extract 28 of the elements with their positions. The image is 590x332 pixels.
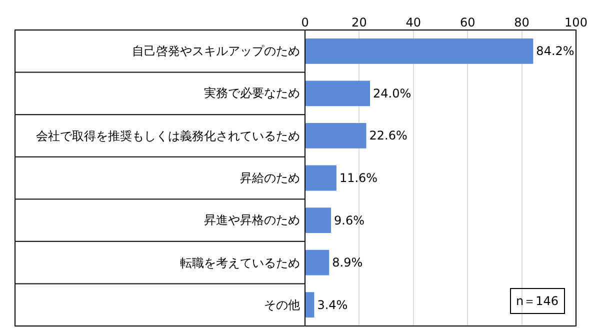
y-tick-label: 転職を考えているため [180, 256, 300, 270]
data-label: 22.6% [369, 128, 408, 143]
data-label: 11.6% [339, 171, 378, 185]
bar [305, 165, 336, 191]
annotation: n＝146 [516, 294, 559, 308]
bar [305, 208, 332, 233]
data-label: 9.6% [334, 213, 365, 228]
x-tick-label: 0 [301, 16, 309, 30]
bar [305, 292, 314, 318]
x-tick-label: 20 [352, 16, 367, 30]
y-tick-label: その他 [264, 298, 300, 312]
x-tick-label: 60 [460, 16, 476, 30]
data-label: 8.9% [332, 256, 363, 270]
y-tick-label: 昇給のため [240, 171, 300, 185]
y-tick-label: 昇進や昇格のため [204, 213, 300, 227]
data-label: 84.2% [536, 44, 574, 58]
y-tick-label: 実務で必要なため [204, 86, 300, 100]
data-label: 3.4% [317, 298, 348, 312]
x-tick-label: 100 [564, 16, 588, 30]
x-tick-label: 40 [406, 16, 422, 30]
y-tick-label: 自己啓発やスキルアップのため [132, 44, 300, 58]
x-tick-label: 80 [514, 16, 530, 30]
bar [305, 38, 534, 64]
bar [305, 123, 366, 148]
data-label: 24.0% [373, 86, 412, 100]
y-tick-label: 会社で取得を推奨もしくは義務化されているため [36, 129, 300, 143]
bar [305, 250, 330, 276]
bar [305, 80, 370, 106]
